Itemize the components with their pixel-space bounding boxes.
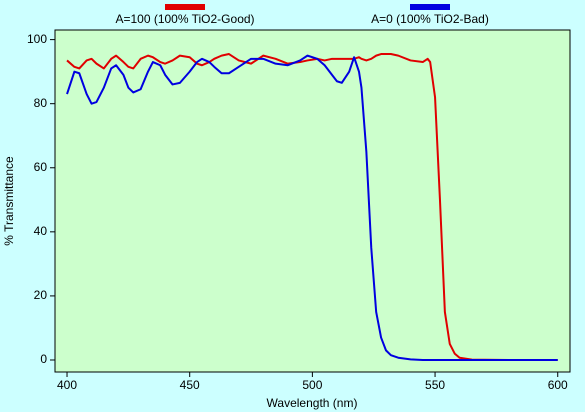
legend-label: A=100 (100% TiO2-Good) (115, 12, 254, 26)
x-axis-label: Wavelength (nm) (267, 396, 358, 410)
y-axis-label: % Transmittance (2, 156, 16, 246)
y-tick-label: 40 (34, 224, 48, 238)
y-tick-label: 60 (34, 160, 48, 174)
plot-area (54, 29, 571, 373)
x-tick-label: 600 (548, 378, 568, 392)
legend-swatch (165, 4, 205, 10)
series-line (66, 54, 558, 361)
x-tick-label: 450 (180, 378, 200, 392)
legend-label: A=0 (100% TiO2-Bad) (371, 12, 489, 26)
y-tick-label: 80 (34, 96, 48, 110)
y-tick-label: 100 (27, 32, 47, 46)
x-tick-label: 550 (425, 378, 445, 392)
y-tick-label: 0 (40, 352, 47, 366)
y-tick-label: 20 (34, 288, 48, 302)
legend-swatch (410, 4, 450, 10)
x-tick-label: 500 (302, 378, 322, 392)
x-tick-label: 400 (57, 378, 77, 392)
